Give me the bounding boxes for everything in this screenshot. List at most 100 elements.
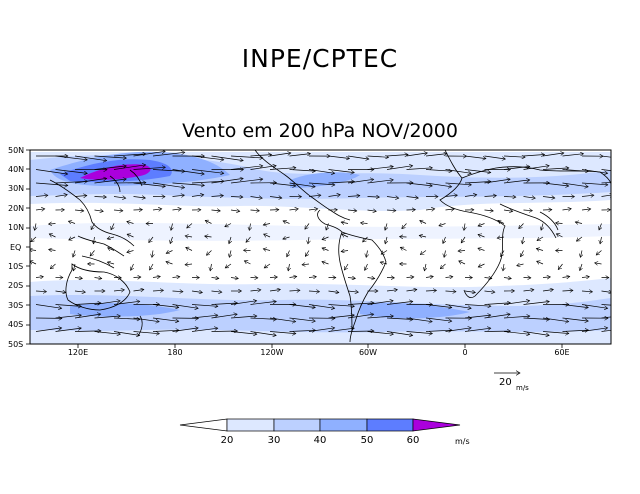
wind-arrow-icon — [328, 328, 355, 332]
lat-label: 10N — [8, 223, 24, 232]
wind-arrow-icon — [264, 234, 271, 237]
wind-arrow-icon — [152, 290, 164, 291]
wind-arrow-icon — [269, 168, 296, 170]
wind-arrow-icon — [381, 250, 388, 255]
wind-arrow-icon — [542, 277, 550, 278]
wind-arrow-icon — [35, 277, 43, 278]
wind-arrow-icon — [328, 155, 350, 159]
wind-arrow-icon — [308, 277, 316, 278]
wind-arrow-icon — [264, 263, 271, 268]
wind-arrow-icon — [406, 197, 419, 199]
wind-arrow-icon — [523, 318, 550, 320]
lon-label: 120E — [68, 348, 88, 357]
wind-arrow-icon — [55, 181, 88, 183]
wind-speed-shading — [30, 150, 611, 344]
wind-arrow-icon — [385, 236, 387, 244]
wind-arrow-icon — [484, 210, 494, 211]
wind-arrow-icon — [322, 262, 329, 264]
wind-arrow-icon — [523, 155, 545, 157]
wind-arrow-icon — [249, 223, 250, 231]
wind-arrow-icon — [400, 247, 407, 251]
wind-arrow-icon — [556, 223, 563, 224]
wind-arrow-icon — [35, 169, 68, 175]
wind-arrow-icon — [464, 328, 491, 332]
wind-arrow-icon — [133, 151, 166, 157]
colorbar-segment — [273, 418, 321, 432]
wind-arrow-icon — [484, 278, 492, 279]
wind-arrow-icon — [230, 278, 238, 279]
wind-arrow-icon — [191, 155, 224, 160]
wind-arrow-icon — [113, 318, 140, 319]
wind-arrow-icon — [503, 278, 511, 279]
wind-arrow-icon — [328, 305, 355, 307]
wind-arrow-icon — [152, 317, 179, 321]
lat-label: 50N — [8, 146, 24, 155]
wind-arrow-icon — [503, 210, 513, 211]
wind-arrow-icon — [562, 290, 574, 291]
wind-arrow-icon — [445, 277, 453, 278]
wind-arrow-icon — [562, 330, 589, 331]
wind-arrow-icon — [250, 290, 261, 291]
wind-arrow-icon — [113, 331, 140, 336]
wind-arrow-icon — [94, 166, 127, 170]
wind-arrow-icon — [172, 291, 184, 292]
wind-arrow-icon — [328, 315, 355, 319]
wind-arrow-icon — [133, 197, 146, 199]
wind-arrow-icon — [542, 197, 555, 199]
wind-arrow-icon — [322, 237, 329, 240]
wind-arrow-icon — [342, 234, 349, 237]
wind-arrow-icon — [344, 263, 349, 270]
wind-arrow-icon — [367, 278, 375, 279]
wind-arrow-icon — [445, 304, 472, 309]
wind-arrow-icon — [601, 291, 611, 293]
wind-arrow-icon — [328, 182, 355, 184]
wind-arrow-icon — [131, 263, 134, 270]
wind-arrow-icon — [230, 210, 240, 211]
wind-arrow-icon — [542, 153, 564, 157]
wind-arrow-icon — [308, 169, 335, 174]
wind-arrow-icon — [478, 224, 485, 227]
wind-arrow-icon — [406, 168, 433, 170]
wind-arrow-icon — [367, 167, 394, 170]
wind-arrow-icon — [386, 290, 397, 291]
wind-arrow-icon — [464, 305, 491, 307]
wind-arrow-icon — [406, 317, 433, 322]
wind-arrow-icon — [49, 234, 56, 237]
wind-arrow-icon — [562, 209, 572, 210]
wind-arrow-icon — [503, 301, 530, 305]
wind-arrow-icon — [347, 314, 374, 319]
wind-arrow-icon — [308, 236, 309, 244]
wind-arrow-icon — [464, 169, 491, 173]
wind-arrow-icon — [308, 291, 320, 292]
wind-arrow-icon — [55, 155, 88, 160]
wind-arrow-icon — [601, 316, 611, 319]
wind-arrow-icon — [187, 223, 193, 229]
wind-arrow-icon — [380, 262, 388, 264]
wind-arrow-icon — [133, 290, 144, 292]
wind-arrow-icon — [35, 328, 62, 332]
longitude-labels: 120E 180 120W 60W 0 60E — [68, 348, 570, 357]
wind-arrow-icon — [478, 264, 485, 267]
wind-arrow-icon — [425, 317, 452, 321]
wind-arrow-icon — [283, 221, 290, 224]
wind-arrow-icon — [328, 169, 355, 173]
wind-arrow-icon — [367, 301, 394, 305]
wind-arrow-icon — [420, 250, 427, 255]
wind-arrow-icon — [523, 210, 533, 211]
wind-arrow-icon — [211, 303, 238, 305]
wind-arrow-icon — [49, 249, 56, 250]
wind-arrow-icon — [347, 278, 355, 279]
reference-value: 20 — [499, 377, 512, 388]
wind-arrow-icon — [425, 209, 435, 210]
wind-arrow-icon — [230, 331, 257, 335]
wind-arrow-icon — [31, 236, 37, 242]
wind-arrow-icon — [289, 304, 316, 308]
wind-arrow-icon — [420, 221, 427, 224]
latitude-labels: 50N 40N 30N 20N 10N EQ 10S 20S 30S 40S 5… — [8, 146, 24, 349]
wind-arrow-icon — [30, 261, 37, 264]
wind-arrow-icon — [341, 251, 349, 252]
wind-vectors — [30, 151, 611, 336]
wind-arrow-icon — [542, 168, 569, 170]
wind-arrow-icon — [74, 291, 85, 292]
wind-arrow-icon — [326, 223, 328, 231]
